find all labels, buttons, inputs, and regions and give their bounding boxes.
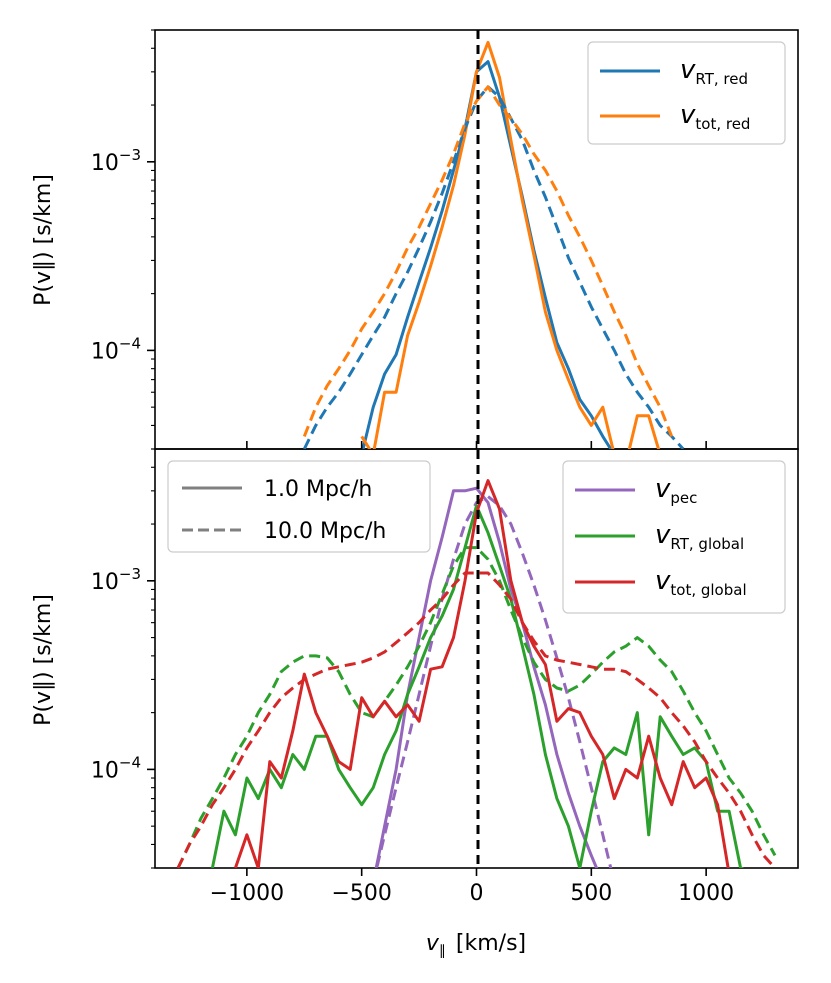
x-tick-label: 500 bbox=[570, 881, 612, 906]
series-v-tot-global-solid-line bbox=[233, 479, 730, 868]
y-tick-label: 10−3 bbox=[91, 146, 141, 176]
series-v-tot-red-dashed-line bbox=[302, 85, 674, 437]
bottom-legend-box bbox=[562, 460, 786, 614]
series-v-rt-red-dashed-line bbox=[302, 85, 685, 449]
style-legend: 1.0 Mpc/h 10.0 Mpc/h bbox=[167, 460, 431, 553]
bottom-legend: vpec vRT, global vtot, global bbox=[562, 460, 786, 614]
top-legend: vRT, red vtot, red bbox=[587, 41, 786, 145]
top-plot-area bbox=[302, 40, 685, 449]
x-tick-label: 0 bbox=[470, 881, 484, 906]
legend-label-v-tot-red: vtot, red bbox=[680, 100, 750, 133]
x-tick-label: −500 bbox=[331, 881, 391, 906]
x-tick-label: −1000 bbox=[210, 881, 284, 906]
series-v-pec-solid-line bbox=[374, 486, 599, 868]
y-tick-label: 10−4 bbox=[91, 753, 141, 783]
bottom-plot-area bbox=[176, 479, 777, 868]
legend-label-v-tot-global: vtot, global bbox=[655, 566, 747, 599]
legend-label-solid: 1.0 Mpc/h bbox=[264, 477, 372, 502]
legend-label-v-rt-red: vRT, red bbox=[680, 55, 748, 88]
axis-ticks: 10−3 10−4 −1000 −500 0 500 1000 10−3 10−4 bbox=[91, 29, 734, 906]
legend-label-v-pec: vpec bbox=[655, 474, 697, 507]
x-tick-label: 1000 bbox=[678, 881, 734, 906]
series-v-pec-dashed-line bbox=[375, 495, 613, 868]
legend-label-v-rt-global: vRT, global bbox=[655, 520, 744, 553]
legend-label-dashed: 10.0 Mpc/h bbox=[264, 519, 386, 544]
x-axis-label: v∥ [km/s] bbox=[426, 931, 526, 959]
series-v-tot-global-dashed-line bbox=[176, 571, 777, 868]
y-tick-label: 10−4 bbox=[91, 334, 141, 364]
top-legend-box bbox=[587, 41, 786, 145]
series-v-rt-global-solid-line bbox=[210, 504, 744, 868]
series-v-tot-red-solid-line bbox=[360, 40, 661, 449]
y-tick-label: 10−3 bbox=[91, 565, 141, 595]
bottom-y-axis-label: P(v∥) [s/km] bbox=[31, 594, 56, 726]
series-v-rt-red-solid-line bbox=[361, 60, 613, 449]
top-y-axis-label: P(v∥) [s/km] bbox=[31, 174, 56, 306]
series-v-rt-global-dashed-line bbox=[176, 546, 777, 868]
